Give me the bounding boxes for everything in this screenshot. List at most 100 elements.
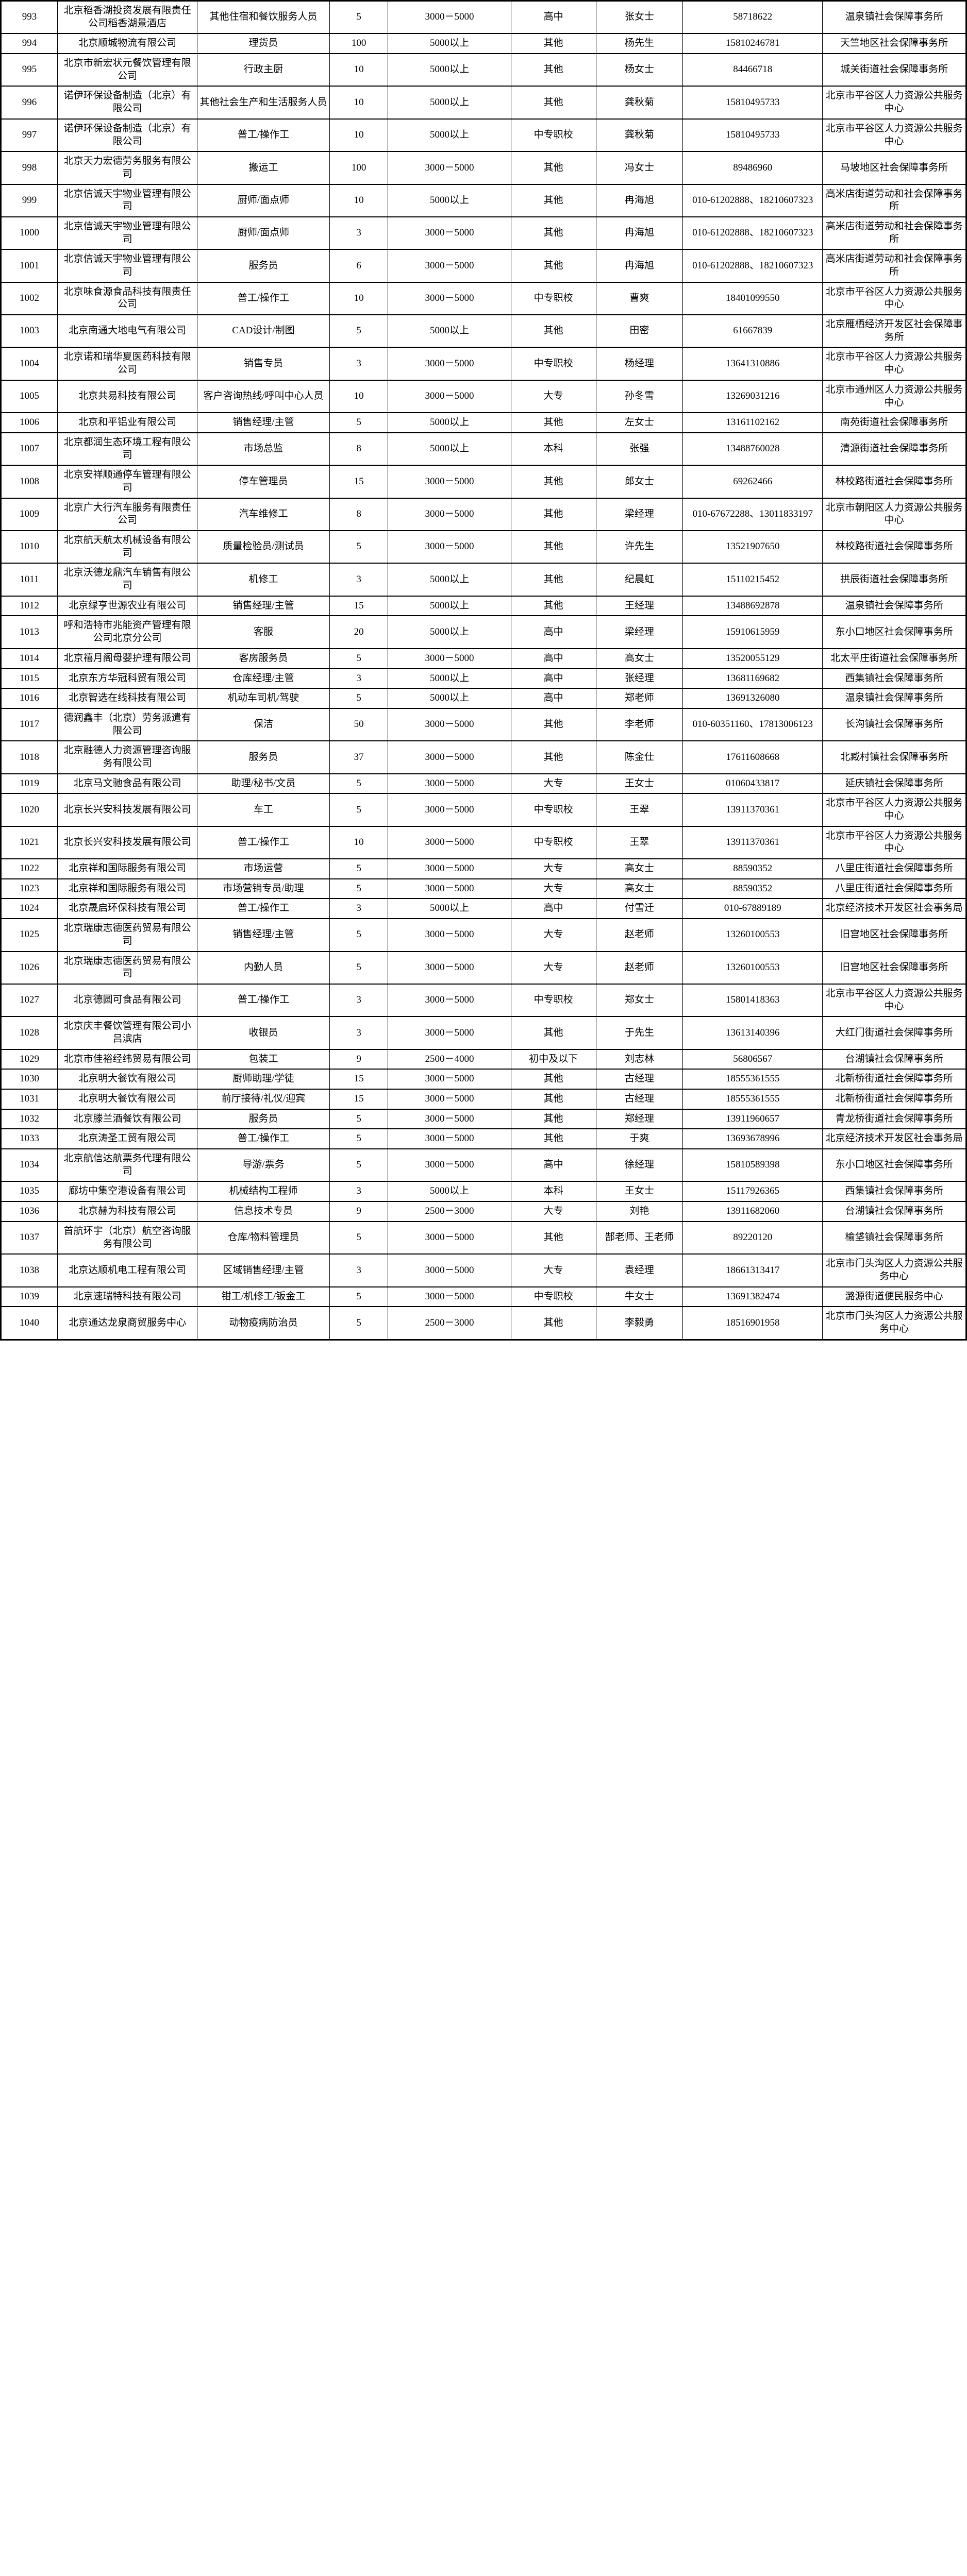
cell-salary-range: 3000－5000 xyxy=(388,1069,511,1090)
table-row: 1001 北京信诚天宇物业管理有限公司 服务员 6 3000－5000 其他 冉海旭 010-… xyxy=(1,249,966,283)
cell-headcount: 8 xyxy=(329,432,389,466)
cell-job-title: 质量检验员/测试员 xyxy=(197,530,330,564)
cell-job-title: 机动车司机/驾驶 xyxy=(197,688,330,709)
cell-salary-range: 3000－5000 xyxy=(388,347,511,381)
cell-service-agency: 台湖镇社会保障事务所 xyxy=(822,1201,966,1222)
cell-row-index: 1015 xyxy=(1,668,58,689)
cell-education-requirement: 其他 xyxy=(510,249,596,283)
cell-salary-range: 2500－3000 xyxy=(388,1306,511,1341)
cell-service-agency: 北京市平谷区人力资源公共服务中心 xyxy=(822,118,966,152)
cell-service-agency: 林校路街道社会保障事务所 xyxy=(822,530,966,564)
cell-education-requirement: 大专 xyxy=(510,878,596,900)
cell-service-agency: 旧宫地区社会保障事务所 xyxy=(822,951,966,985)
cell-company-name: 北京涛圣工贸有限公司 xyxy=(57,1128,198,1150)
cell-company-name: 首航环宇（北京）航空咨询服务有限公司 xyxy=(57,1221,198,1255)
cell-service-agency: 北臧村镇社会保障事务所 xyxy=(822,740,966,774)
cell-contact-person: 龚秋菊 xyxy=(595,86,683,120)
table-row: 1035 廊坊中集空港设备有限公司 机械结构工程师 3 5000以上 本科 王女士 15117… xyxy=(1,1181,966,1202)
cell-row-index: 1007 xyxy=(1,432,58,466)
cell-service-agency: 温泉镇社会保障事务所 xyxy=(822,688,966,709)
cell-salary-range: 3000－5000 xyxy=(388,465,511,499)
cell-row-index: 1026 xyxy=(1,951,58,985)
table-row: 1034 北京航信达航票务代理有限公司 导游/票务 5 3000－5000 高中 徐经理 15… xyxy=(1,1148,966,1182)
cell-contact-person: 郜老师、王老师 xyxy=(595,1221,683,1255)
cell-contact-person: 冉海旭 xyxy=(595,249,683,283)
cell-contact-phone: 13161102162 xyxy=(682,412,823,433)
cell-education-requirement: 其他 xyxy=(510,563,596,597)
cell-contact-phone: 13641310886 xyxy=(682,347,823,381)
cell-contact-phone: 13911682060 xyxy=(682,1201,823,1222)
cell-job-title: 市场营销专员/助理 xyxy=(197,878,330,900)
cell-salary-range: 2500－4000 xyxy=(388,1048,511,1070)
cell-job-title: 其他社会生产和生活服务人员 xyxy=(197,86,330,120)
table-row: 1013 呼和浩特市兆能资产管理有限公司北京分公司 客服 20 5000以上 高中 梁经理 1… xyxy=(1,615,966,649)
cell-job-title: 销售经理/主管 xyxy=(197,412,330,433)
cell-company-name: 北京信诚天宇物业管理有限公司 xyxy=(57,249,198,283)
cell-contact-phone: 13488760028 xyxy=(682,432,823,466)
cell-education-requirement: 其他 xyxy=(510,53,596,87)
cell-company-name: 北京通达龙泉商贸服务中心 xyxy=(57,1306,198,1341)
cell-education-requirement: 其他 xyxy=(510,707,596,742)
cell-headcount: 50 xyxy=(329,707,389,742)
cell-contact-person: 王翠 xyxy=(595,793,683,827)
cell-education-requirement: 其他 xyxy=(510,530,596,564)
cell-job-title: CAD设计/制图 xyxy=(197,314,330,348)
cell-contact-person: 梁经理 xyxy=(595,497,683,532)
cell-contact-person: 曹爽 xyxy=(595,281,683,316)
table-row: 1024 北京晟启环保科技有限公司 普工/操作工 3 5000以上 高中 付雪迁 010-67… xyxy=(1,898,966,920)
cell-headcount: 3 xyxy=(329,668,389,689)
table-row: 1015 北京东方华冠科贸有限公司 仓库经理/主管 3 5000以上 高中 张经理 13681… xyxy=(1,668,966,689)
cell-job-title: 销售专员 xyxy=(197,347,330,381)
cell-headcount: 10 xyxy=(329,183,389,217)
cell-contact-person: 冉海旭 xyxy=(595,216,683,250)
cell-salary-range: 5000以上 xyxy=(388,53,511,87)
cell-company-name: 北京沃德龙鼎汽车销售有限公司 xyxy=(57,563,198,597)
cell-salary-range: 5000以上 xyxy=(388,118,511,152)
cell-service-agency: 拱辰街道社会保障事务所 xyxy=(822,563,966,597)
cell-salary-range: 3000－5000 xyxy=(388,740,511,774)
cell-company-name: 北京稻香湖投资发展有限责任公司稻香湖景酒店 xyxy=(57,0,198,35)
cell-headcount: 10 xyxy=(329,118,389,152)
cell-contact-person: 刘艳 xyxy=(595,1201,683,1222)
cell-contact-phone: 58718622 xyxy=(682,0,823,35)
cell-company-name: 北京信诚天宇物业管理有限公司 xyxy=(57,216,198,250)
cell-salary-range: 5000以上 xyxy=(388,615,511,649)
cell-headcount: 9 xyxy=(329,1048,389,1070)
cell-service-agency: 温泉镇社会保障事务所 xyxy=(822,0,966,35)
cell-contact-phone: 15110215452 xyxy=(682,563,823,597)
cell-service-agency: 北京市平谷区人力资源公共服务中心 xyxy=(822,86,966,120)
cell-row-index: 1013 xyxy=(1,615,58,649)
cell-company-name: 北京都润生态环境工程有限公司 xyxy=(57,432,198,466)
cell-contact-person: 王女士 xyxy=(595,773,683,794)
cell-contact-person: 冯女士 xyxy=(595,151,683,185)
cell-salary-range: 5000以上 xyxy=(388,595,511,617)
cell-row-index: 994 xyxy=(1,33,58,55)
cell-education-requirement: 其他 xyxy=(510,465,596,499)
cell-education-requirement: 其他 xyxy=(510,1069,596,1090)
cell-contact-person: 杨经理 xyxy=(595,347,683,381)
cell-contact-phone: 89486960 xyxy=(682,151,823,185)
cell-company-name: 北京晟启环保科技有限公司 xyxy=(57,898,198,920)
cell-service-agency: 北新桥街道社会保障事务所 xyxy=(822,1069,966,1090)
cell-headcount: 100 xyxy=(329,33,389,55)
cell-row-index: 1029 xyxy=(1,1048,58,1070)
cell-contact-person: 杨女士 xyxy=(595,53,683,87)
cell-service-agency: 榆垡镇社会保障事务所 xyxy=(822,1221,966,1255)
cell-education-requirement: 高中 xyxy=(510,615,596,649)
cell-contact-phone: 010-67672288、13011833197 xyxy=(682,497,823,532)
cell-row-index: 1040 xyxy=(1,1306,58,1341)
cell-salary-range: 3000－5000 xyxy=(388,648,511,669)
cell-headcount: 5 xyxy=(329,951,389,985)
cell-row-index: 1019 xyxy=(1,773,58,794)
cell-job-title: 前厅接待/礼仪/迎宾 xyxy=(197,1089,330,1110)
cell-row-index: 1037 xyxy=(1,1221,58,1255)
cell-company-name: 北京和平铝业有限公司 xyxy=(57,412,198,433)
cell-company-name: 北京市佳裕经纬贸易有限公司 xyxy=(57,1048,198,1070)
cell-contact-person: 徐经理 xyxy=(595,1148,683,1182)
cell-salary-range: 3000－5000 xyxy=(388,281,511,316)
cell-headcount: 10 xyxy=(329,379,389,414)
cell-salary-range: 5000以上 xyxy=(388,183,511,217)
cell-education-requirement: 其他 xyxy=(510,595,596,617)
cell-education-requirement: 其他 xyxy=(510,1221,596,1255)
cell-education-requirement: 本科 xyxy=(510,432,596,466)
